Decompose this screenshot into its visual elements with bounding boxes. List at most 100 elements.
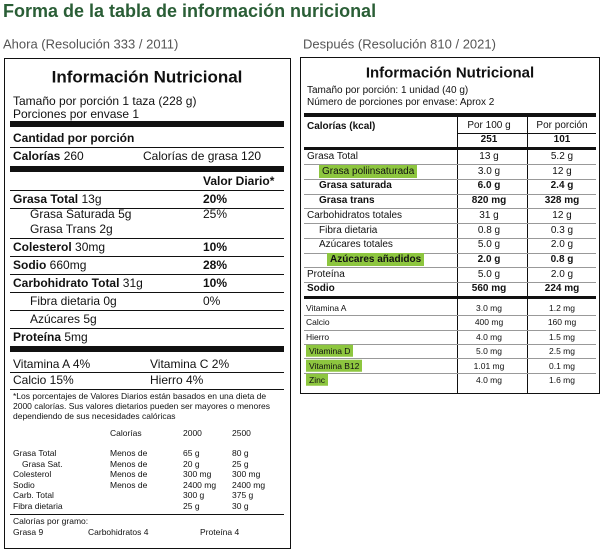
per-gram-title: Calorías por gramo: <box>13 515 89 526</box>
calories: 260 <box>63 149 84 163</box>
amount-header: Cantidad por porción <box>13 131 135 145</box>
nutrients: 0.3 g <box>551 225 573 236</box>
calories: Calorías <box>13 149 61 163</box>
micronutrients: Vitamina A <box>306 304 346 313</box>
nutrients: 5.0 g <box>477 268 501 280</box>
title: Información Nutricional <box>52 69 243 86</box>
nutrients: Grasa Total <box>307 152 358 162</box>
rows: Colesterol <box>13 468 52 479</box>
rows: Menos de <box>110 468 148 479</box>
nutrients: Grasa saturada <box>319 180 392 192</box>
rule <box>304 329 596 331</box>
rule <box>10 310 284 311</box>
header: 2500 <box>232 427 251 438</box>
serving: Tamaño por porción 1 taza (228 g) <box>13 95 196 107</box>
vitamins: Hierro 4% <box>150 373 204 387</box>
per-gram: Grasa 9 <box>13 526 44 537</box>
vitamins: Calcio 15% <box>13 373 74 387</box>
rule <box>10 346 284 352</box>
rows: 25 g <box>232 458 249 469</box>
rows: 30 g <box>232 500 249 511</box>
micronutrients: Zinc <box>306 373 329 386</box>
nutrients: 0g <box>103 294 117 308</box>
nutrients: Carbohidrato Total 31g <box>13 277 143 289</box>
header: Calorías (kcal) <box>307 122 375 132</box>
rows: 300 mg <box>183 470 211 479</box>
micronutrients: Vitamina B12 <box>306 359 363 372</box>
caption: Ahora (Resolución 333 / 2011) <box>3 36 179 52</box>
rows: 2400 mg <box>183 479 217 490</box>
nutrients: 0.8 g <box>477 224 501 236</box>
nutrients: Grasa trans <box>319 196 375 206</box>
micronutrients: 4.0 mg <box>476 376 502 385</box>
calories: 251 <box>480 134 498 145</box>
footnote: *Los porcentajes de Valores Diarios está… <box>13 391 271 422</box>
nutrients: Grasa Total 13g <box>13 193 102 205</box>
calories: 101 <box>553 134 571 145</box>
dv-header: Valor Diario* <box>203 175 274 187</box>
rows: Menos de <box>110 480 147 490</box>
header: Calorías <box>110 429 142 438</box>
rows: 300 mg <box>232 470 260 479</box>
header: Por 100 g <box>467 120 511 131</box>
serving: Tamaño por porción: 1 unidad (40 g) <box>307 86 468 96</box>
calories: 101 <box>554 135 571 145</box>
rows: 25 g <box>183 502 200 511</box>
nutrients: Grasa saturada <box>319 181 392 191</box>
nutrients: 0.8 g <box>477 224 501 236</box>
nutrients: 6.0 g <box>477 180 501 192</box>
nutrients: 20% <box>203 192 228 206</box>
nutrients: 3.0 g <box>478 166 500 177</box>
nutrients: 0.8 g <box>550 253 574 265</box>
nutrients: Fibra dietaria <box>319 224 378 236</box>
rows: Grasa Total <box>13 449 56 458</box>
micronutrients: Calcio <box>306 317 330 328</box>
nutrients: 820 mg <box>471 195 507 207</box>
nutrients: Azúcares totales <box>319 239 393 251</box>
nutrients: 12 g <box>552 165 572 177</box>
nutrients: 2.0 g <box>551 240 573 250</box>
rule <box>304 281 596 283</box>
nutrients: Grasa poliinsaturada <box>319 164 418 178</box>
nutrients: 2.4 g <box>550 180 574 192</box>
nutrients: 5mg <box>64 330 88 344</box>
rows: Sodio <box>13 479 35 490</box>
per-gram-title: Calorías por gramo: <box>13 517 88 526</box>
rule <box>10 147 284 148</box>
per-gram: Proteína 4 <box>200 528 239 537</box>
nutrients: Grasa Trans 2g <box>30 223 113 235</box>
rule <box>10 328 284 329</box>
nutrients: 0.8 g <box>550 253 574 265</box>
nutrients: Azúcares totales <box>319 240 393 250</box>
nutrients: Sodio 660mg <box>13 259 86 271</box>
nutrients: Proteína 5mg <box>13 331 88 343</box>
micronutrients: 160 mg <box>548 318 576 327</box>
micronutrients: 5.0 mg <box>476 345 502 356</box>
nutrients: 0% <box>203 294 221 308</box>
nutrients: 328 mg <box>545 196 579 206</box>
nutrients: 10% <box>203 276 228 290</box>
nutrients: Grasa Trans <box>30 222 97 236</box>
rule <box>304 372 596 374</box>
nutrients: Grasa Total <box>307 151 358 162</box>
nutrients: 5.0 g <box>478 240 500 250</box>
rows: Carb. Total <box>13 491 54 500</box>
micronutrients: 2.5 mg <box>549 345 575 356</box>
nutrients: Proteína <box>307 268 345 280</box>
title: Información Nutricional <box>366 66 534 81</box>
micronutrients: 1.6 mg <box>549 374 575 385</box>
rule <box>304 296 596 299</box>
nutrients: 28% <box>203 258 228 272</box>
rule <box>304 344 596 345</box>
title: Información Nutricional <box>365 64 535 82</box>
serving: Tamaño por porción: 1 unidad (40 g) <box>307 85 469 96</box>
nutrients: 25% <box>203 208 227 220</box>
calories: Calorías 260 <box>13 150 84 162</box>
nutrients: 560 mg <box>472 284 506 294</box>
header: 2500 <box>232 429 251 438</box>
nutrients: 31g <box>122 276 143 290</box>
micronutrients: 4.0 mg <box>476 374 502 385</box>
rows: Carb. Total <box>13 490 54 501</box>
nutrients: 820 mg <box>472 196 506 206</box>
